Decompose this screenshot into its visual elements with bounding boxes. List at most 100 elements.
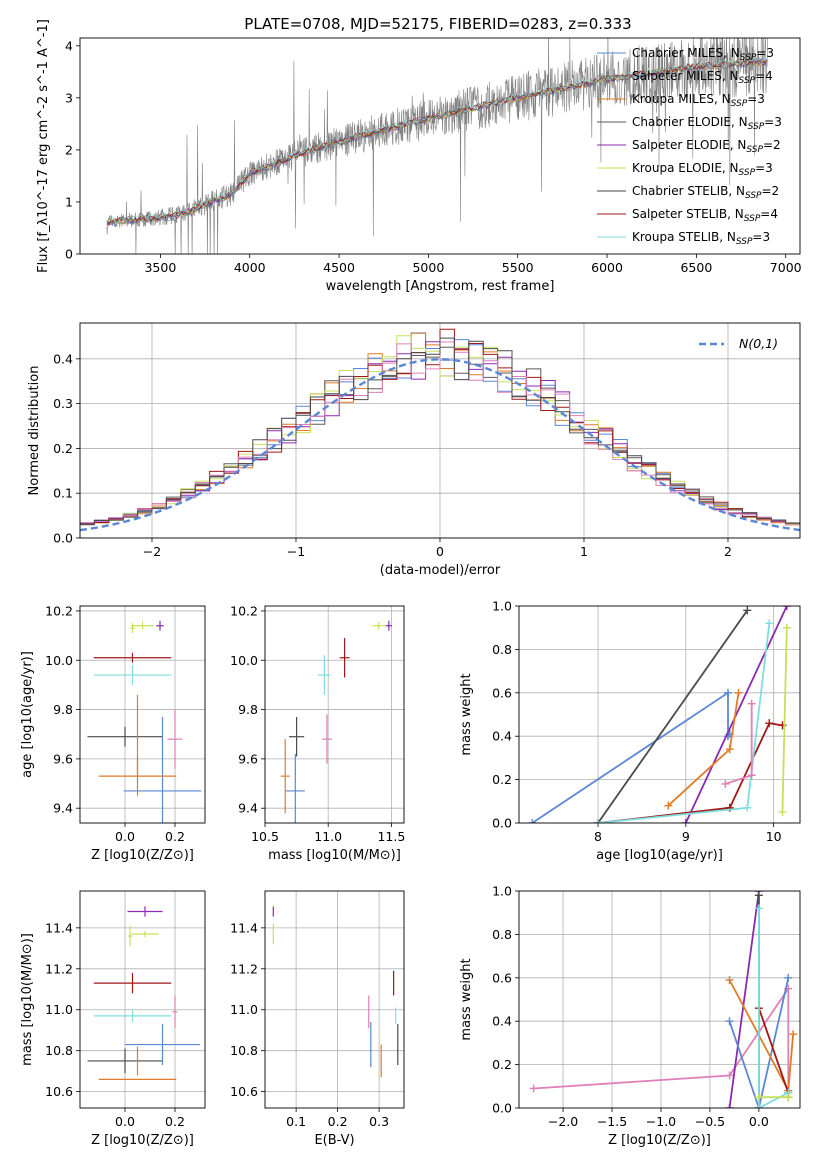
mass_vs_ebv-xtick-label: 0.1 [286, 1114, 306, 1129]
mass_vs_Z-axes: 0.0 0.2 10.6 10.8 11.0 11.2 11.4 Z [log10(Z/Z⊙)… [20, 890, 206, 1148]
legend-subscript: SSP [744, 214, 761, 224]
mass_vs_ebv-ytick-label: 11.4 [230, 920, 258, 935]
age_vs_Z-ylabel: age [log10(age/yr)] [20, 651, 35, 778]
age_vs_Z-xtick-label: 0.2 [165, 829, 185, 844]
spectrum-plot-area [106, 38, 768, 254]
legend-name: Kroupa MILES, N [632, 92, 731, 106]
errorbar-point [127, 906, 163, 917]
age_vs_mass-frame [264, 605, 405, 824]
errorbar-point [123, 716, 202, 823]
weight-line-1 [597, 609, 749, 823]
residuals-ytick-label: 0.3 [53, 396, 73, 411]
errorbar-point [87, 1048, 163, 1074]
legend-name: Chabrier MILES, N [632, 46, 740, 60]
age_vs_Z-plot-area [80, 606, 205, 823]
legend-count: =3 [755, 161, 773, 175]
weight-marker [743, 803, 752, 812]
weight_vs_Z-xtick-label: −1.0 [646, 1114, 676, 1129]
weight_vs_age-xtick-label: 8 [594, 829, 602, 844]
errorbar-point [321, 714, 332, 764]
legend-subscript: SSP [731, 99, 748, 109]
weight_vs_age-axes: 8 9 10 0.0 0.2 0.4 0.6 0.8 1.0 age [log10(age/yr)… [459, 599, 801, 863]
residuals-plot-area [80, 323, 800, 538]
mass_vs_Z-ylabel: mass [log10(M/M⊙)] [20, 933, 35, 1066]
errorbar-point [285, 753, 305, 823]
weight-line-2 [728, 977, 790, 1108]
weight-marker [784, 973, 793, 982]
legend-count: =3 [764, 115, 782, 129]
errorbar-point [87, 726, 163, 747]
residuals-legend: N(0,1) [699, 336, 778, 351]
mass_vs_ebv-ytick-label: 10.6 [230, 1084, 258, 1099]
errorbar-point [167, 709, 183, 769]
weight_vs_Z-xtick-label: −2.0 [548, 1114, 578, 1129]
weight-marker [725, 1071, 734, 1080]
errorbar-point [93, 652, 172, 663]
weight-line-0 [531, 691, 731, 823]
weight-marker [528, 819, 537, 823]
histogram-step-7 [80, 337, 800, 525]
errorbar-point [280, 739, 290, 814]
age_vs_mass-xtick-label: 10.5 [251, 829, 279, 844]
weight_vs_Z-plot-area [519, 891, 800, 1108]
legend-count: =3 [756, 46, 774, 60]
residuals-xtick-label: 1 [580, 544, 588, 559]
residuals-xtick-label: −1 [287, 544, 305, 559]
errorbar-point [318, 655, 331, 695]
errorbar-point [131, 622, 154, 630]
weight-marker [765, 619, 774, 628]
age_vs_mass-ytick-label: 9.4 [238, 801, 258, 816]
weight-marker [725, 975, 734, 984]
mass_vs_Z-ytick-label: 11.0 [45, 1002, 73, 1017]
mass_vs_ebv-ytick-label: 10.8 [230, 1043, 258, 1058]
weight-marker [778, 808, 787, 817]
legend-name: Chabrier STELIB, N [632, 184, 745, 198]
spectrum-axes: 3500 4000 4500 5000 5500 6000 6500 7000 0 1 2 3 4 wav… [36, 19, 802, 294]
residuals-xtick-label: −2 [143, 544, 161, 559]
weight-marker [743, 606, 752, 615]
weight-line-1 [728, 891, 760, 1108]
residuals-ytick-label: 0.1 [53, 486, 73, 501]
legend-entry-label: Kroupa MILES, NSSP=3 [632, 92, 765, 109]
age_vs_mass-ytick-label: 9.8 [238, 702, 258, 717]
weight_vs_Z-xtick-label: −0.5 [695, 1114, 725, 1129]
spectrum-xlabel: wavelength [Angstrom, rest frame] [326, 279, 555, 294]
spectrum-ylabel: Flux [f_λ10^-17 erg cm^-2 s^-1 A^-1] [36, 19, 51, 273]
weight-marker [664, 801, 673, 810]
weight-marker [721, 779, 730, 788]
weight-marker [754, 891, 763, 900]
legend-entry-label: Salpeter ELODIE, NSSP=2 [632, 138, 781, 155]
age_vs_Z-axes: 0.0 0.2 9.4 9.6 9.8 10.0 10.2 Z [log10(Z/Z⊙)] ag… [20, 603, 206, 863]
weight_vs_age-ytick-label: 0.6 [492, 685, 512, 700]
legend-entry-label: Kroupa ELODIE, NSSP=3 [632, 161, 773, 178]
spectrum-xtick-label: 5500 [502, 260, 534, 275]
legend-name: Salpeter STELIB, N [632, 207, 744, 221]
weight-marker [529, 1084, 538, 1093]
spectrum-xtick-label: 5000 [412, 260, 444, 275]
mass_vs_Z-ytick-label: 11.2 [45, 961, 73, 976]
legend-subscript: SSP [739, 76, 756, 86]
weight_vs_age-plot-area [519, 606, 800, 823]
mass_vs_ebv-frame [264, 890, 405, 1109]
spectrum-ytick-label: 2 [65, 142, 73, 157]
residuals-ytick-label: 0.4 [53, 351, 73, 366]
weight_vs_age-ytick-label: 0.0 [492, 816, 512, 831]
mass_vs_Z-xtick-label: 0.2 [165, 1114, 185, 1129]
spectrum-ytick-label: 0 [65, 247, 73, 262]
legend-count: =2 [763, 138, 781, 152]
age_vs_mass-xlabel: mass [log10(M/M⊙)] [268, 848, 401, 863]
weight_vs_age-ytick-label: 0.4 [492, 729, 512, 744]
spectrum-xtick-label: 7000 [770, 260, 802, 275]
weight-marker [754, 1104, 763, 1108]
residuals-xlabel: (data-model)/error [380, 563, 501, 578]
mass_vs_Z-ytick-label: 10.8 [45, 1043, 73, 1058]
spectrum-xtick-label: 3500 [144, 260, 176, 275]
errorbar-point [385, 620, 392, 631]
weight-marker [782, 623, 791, 632]
weight-marker [725, 745, 734, 754]
legend-count: =3 [752, 230, 770, 244]
weight_vs_age-xlabel: age [log10(age/yr)] [596, 848, 723, 863]
weight-line-2 [684, 606, 788, 823]
mass_vs_Z-xlabel: Z [log10(Z/Z⊙)] [91, 1133, 194, 1148]
